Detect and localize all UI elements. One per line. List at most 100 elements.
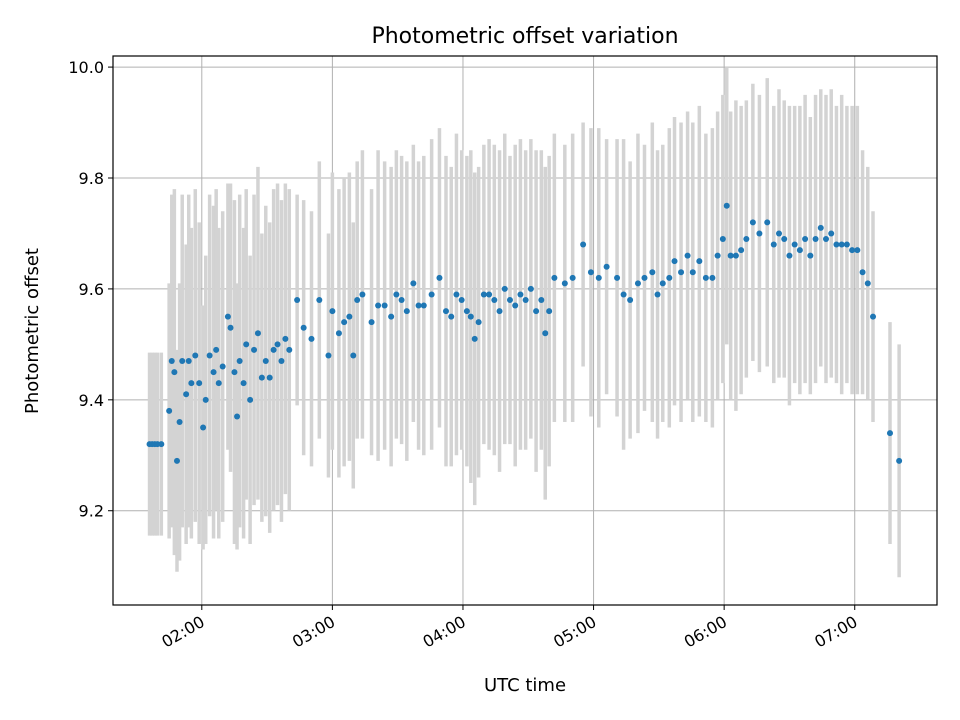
data-point [634,280,641,287]
data-point [173,457,180,464]
data-point [641,274,648,281]
data-point [696,258,703,265]
data-point [388,313,395,320]
data-point [689,269,696,276]
data-point [480,291,487,298]
data-point [251,346,258,353]
data-point [398,297,405,303]
data-point [743,236,750,242]
data-point [308,335,315,342]
data-point [286,346,293,353]
data-point [886,430,893,437]
data-point [770,241,777,248]
data-point [442,308,449,315]
data-point [812,236,819,242]
data-point [833,241,840,248]
data-point [501,285,508,292]
data-point [210,369,217,376]
data-point [234,413,241,420]
data-point [627,297,634,303]
data-point [346,313,353,320]
data-point [522,297,529,303]
data-point [329,308,336,315]
data-point [580,241,587,248]
data-point [196,380,203,387]
data-point [749,219,756,226]
data-point [200,424,207,431]
data-point [247,396,254,403]
data-point [185,358,192,364]
data-point [538,297,545,303]
data-point [791,241,798,248]
y-tick-label: 9.4 [79,391,104,410]
data-point [188,380,195,387]
data-point [240,380,247,387]
data-point [512,302,519,309]
data-point [496,308,503,315]
data-point [206,352,213,359]
data-point [775,230,782,237]
data-point [183,391,190,398]
data-point [709,274,716,281]
data-point [864,280,871,287]
data-point [350,352,357,359]
data-point [802,236,809,242]
y-axis-label: Photometric offset [22,248,43,414]
data-point [678,269,685,276]
data-point [359,291,366,298]
data-point [533,308,540,315]
data-point [453,291,460,298]
data-point [325,352,332,359]
data-point [354,297,361,303]
data-point [817,224,824,231]
data-point [727,252,734,259]
data-point [368,319,375,326]
data-point [542,330,549,337]
data-point [659,280,666,287]
data-point [393,291,400,298]
data-point [614,274,621,281]
data-point [254,330,261,337]
data-point [671,258,678,265]
data-point [428,291,435,298]
data-point [828,230,835,237]
data-point [231,369,238,376]
data-point [403,308,410,315]
data-point [202,396,209,403]
data-point [854,247,861,254]
data-point [243,341,250,348]
data-point [179,358,186,364]
data-point [375,302,382,309]
data-point [475,319,482,326]
data-point [517,291,524,298]
data-point [471,335,478,342]
data-point [213,346,220,353]
data-point [491,297,498,303]
data-point [838,241,845,248]
data-point [282,335,289,342]
data-point [723,202,730,209]
data-point [192,352,199,359]
data-point [166,407,173,414]
data-point [506,297,513,303]
data-point [381,302,388,309]
data-point [732,252,739,259]
data-point [666,274,673,281]
data-point [219,363,226,370]
data-point [654,291,661,298]
data-point [458,297,465,303]
data-point [294,297,301,303]
data-point [258,374,265,381]
data-point [300,324,307,331]
data-point [719,236,726,242]
y-tick-label: 9.6 [79,280,104,299]
data-point [224,313,231,320]
data-point [561,280,568,287]
data-point [843,241,850,248]
data-point [684,252,691,259]
data-point [486,291,493,298]
data-point [714,252,721,259]
data-point [274,341,281,348]
data-point [756,230,763,237]
